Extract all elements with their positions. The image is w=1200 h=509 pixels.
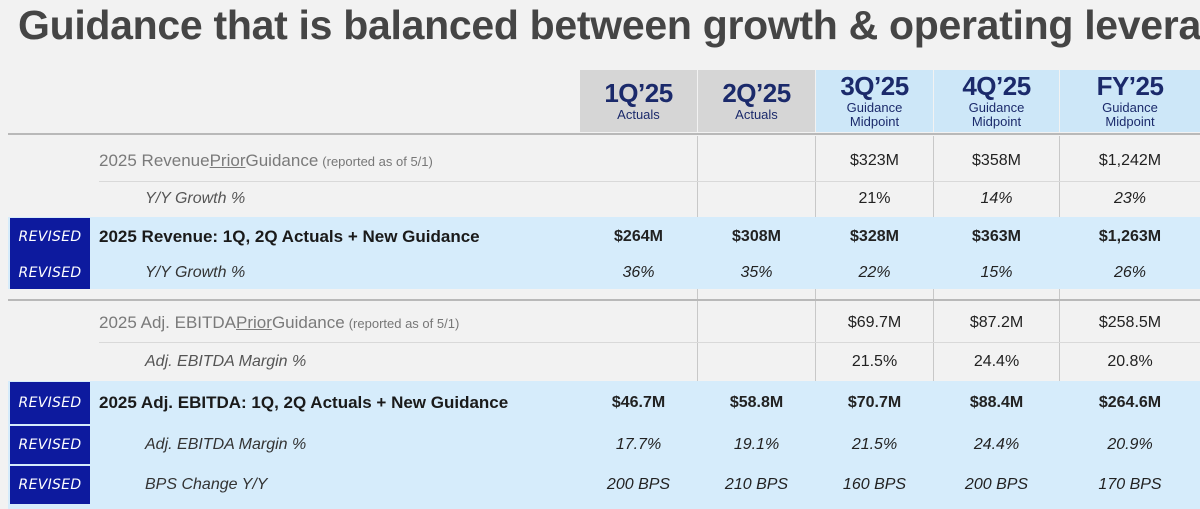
revenue-revised-growth-row: REVISED Y/Y Growth % 36% 35% 22% 15% 26% [8, 256, 1200, 289]
table-cell: 170 BPS [1098, 476, 1162, 493]
table-cell: 23% [1113, 190, 1147, 207]
col-divider [933, 136, 934, 509]
table-cell: $58.8M [729, 394, 784, 411]
table-cell: $87.2M [969, 314, 1024, 331]
table-cell: $70.7M [847, 394, 902, 411]
ebitda-revised-label: 2025 Adj. EBITDA: 1Q, 2Q Actuals + New G… [99, 393, 509, 412]
header-1q25: 1Q’25 Actuals [580, 70, 697, 132]
revised-badge: REVISED [10, 218, 90, 256]
ebitda-prior-margin-label: Adj. EBITDA Margin % [145, 352, 307, 370]
table-cell: 20.9% [1107, 436, 1153, 453]
table-cell [580, 141, 697, 181]
table-header: 1Q’25 Actuals 2Q’25 Actuals 3Q’25 Guidan… [8, 70, 1200, 132]
col-divider [697, 136, 698, 509]
ebitda-revised-bps-label: BPS Change Y/Y [145, 476, 268, 493]
table-cell: $1,263M [1098, 228, 1162, 245]
table-cell: $363M [972, 228, 1021, 245]
table-cell: 21.5% [851, 436, 898, 453]
table-cell: $328M [850, 228, 899, 245]
table-cell: 14% [980, 190, 1013, 207]
ebitda-revised-bps-row: REVISED BPS Change Y/Y 200 BPS 210 BPS 1… [8, 466, 1200, 504]
table-cell: 17.7% [615, 436, 662, 453]
ebitda-revised-band [8, 381, 1200, 509]
row-divider [99, 181, 1200, 182]
table-cell: $308M [732, 228, 781, 245]
header-2q25: 2Q’25 Actuals [698, 70, 815, 132]
revenue-revised-band [8, 217, 1200, 289]
table-cell [580, 304, 697, 342]
revised-badge: REVISED [10, 426, 90, 464]
table-cell [580, 182, 697, 216]
table-cell [698, 343, 815, 380]
table-cell: 24.4% [973, 436, 1020, 453]
table-cell: 210 BPS [724, 476, 789, 493]
page-title: Guidance that is balanced between growth… [18, 2, 1200, 48]
table-cell: $264.6M [1098, 394, 1162, 411]
table-cell: 36% [622, 263, 655, 281]
row-divider [99, 342, 1200, 343]
table-cell: 21% [858, 190, 891, 207]
revised-badge: REVISED [10, 256, 90, 289]
ebitda-prior-label: 2025 Adj. EBITDA Prior Guidance (reported… [99, 313, 460, 332]
ebitda-prior-margin-row: Adj. EBITDA Margin % 21.5% 24.4% 20.8% [8, 343, 1200, 380]
table-cell [698, 182, 815, 216]
table-cell: $264M [614, 228, 663, 245]
header-3q25: 3Q’25 Guidance Midpoint [816, 70, 933, 132]
revised-badge: REVISED [10, 466, 90, 504]
ebitda-revised-margin-label: Adj. EBITDA Margin % [145, 436, 307, 453]
table-cell: $358M [972, 152, 1021, 169]
table-cell: $1,242M [1098, 152, 1162, 169]
table-cell: 20.8% [1107, 352, 1153, 370]
table-cell: 19.1% [733, 436, 780, 453]
ebitda-revised-margin-row: REVISED Adj. EBITDA Margin % 17.7% 19.1%… [8, 426, 1200, 464]
table-cell: $258.5M [1098, 314, 1162, 331]
table-cell: 15% [980, 263, 1013, 281]
table-cell: $88.4M [969, 394, 1024, 411]
ebitda-prior-row: 2025 Adj. EBITDA Prior Guidance (reported… [8, 304, 1200, 342]
col-divider [815, 136, 816, 509]
revenue-revised-label: 2025 Revenue: 1Q, 2Q Actuals + New Guida… [99, 227, 480, 246]
table-cell: 24.4% [973, 352, 1020, 370]
revenue-revised-growth-label: Y/Y Growth % [145, 263, 246, 281]
table-cell: 160 BPS [842, 476, 907, 493]
table-cell [698, 304, 815, 342]
revenue-revised-row: REVISED 2025 Revenue: 1Q, 2Q Actuals + N… [8, 218, 1200, 256]
table-cell: 200 BPS [606, 476, 671, 493]
ebitda-revised-row: REVISED 2025 Adj. EBITDA: 1Q, 2Q Actuals… [8, 382, 1200, 424]
header-divider [8, 133, 1200, 135]
table-cell: 35% [740, 263, 773, 281]
header-fy25: FY’25 Guidance Midpoint [1060, 70, 1200, 132]
header-4q25: 4Q’25 Guidance Midpoint [934, 70, 1059, 132]
table-cell [580, 343, 697, 380]
col-divider [1059, 136, 1060, 509]
table-cell: 22% [858, 263, 891, 281]
revenue-prior-label: 2025 Revenue Prior Guidance (reported as … [99, 151, 433, 170]
revenue-prior-growth-row: Y/Y Growth % 21% 14% 23% [8, 182, 1200, 216]
revised-badge: REVISED [10, 382, 90, 424]
table-cell: 200 BPS [964, 476, 1029, 493]
revenue-prior-row: 2025 Revenue Prior Guidance (reported as … [8, 141, 1200, 181]
table-cell: $46.7M [611, 394, 666, 411]
section-divider [8, 299, 1200, 301]
table-cell: 21.5% [851, 352, 898, 370]
table-cell: $69.7M [847, 314, 902, 331]
revenue-prior-growth-label: Y/Y Growth % [145, 190, 246, 207]
table-cell: $323M [850, 152, 899, 169]
table-cell [698, 141, 815, 181]
table-cell: 26% [1113, 263, 1147, 281]
